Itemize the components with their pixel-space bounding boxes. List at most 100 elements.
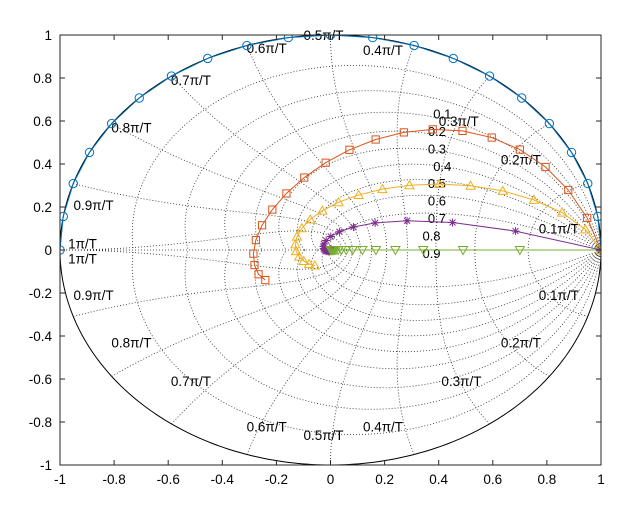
- series-1-point: [345, 145, 354, 154]
- series-0-point: [517, 93, 527, 103]
- wn-grid-line: [527, 183, 588, 251]
- series-0-point: [166, 71, 177, 81]
- series-2-point: [353, 189, 364, 199]
- zeta-label: 0.1: [433, 107, 451, 122]
- series-2-point: [298, 255, 310, 265]
- y-tick-label: -0.8: [29, 415, 52, 430]
- y-tick-label: -0.6: [29, 372, 52, 387]
- x-tick-label: 0.6: [483, 472, 502, 487]
- wn-label-lower: 0.6π/T: [247, 419, 287, 434]
- series-1-point: [487, 133, 496, 142]
- zeta-grid-line: [296, 163, 601, 251]
- y-tick-label: 1: [44, 28, 52, 43]
- series-2-point: [290, 245, 302, 256]
- y-tick-label: -1: [40, 458, 52, 473]
- series-4-point: [390, 246, 401, 256]
- y-tick-label: 0.4: [33, 157, 52, 172]
- series-2-point: [579, 223, 591, 234]
- zeta-grid-line: [311, 249, 601, 321]
- series-1-point: [300, 173, 309, 182]
- series-4-point: [347, 246, 359, 256]
- series-1-point: [583, 213, 592, 223]
- y-tick-label: -0.4: [29, 329, 53, 344]
- x-tick-label: -0.6: [157, 472, 180, 487]
- series-0-point: [134, 93, 144, 103]
- series-2-point: [304, 213, 316, 224]
- series-2-point: [309, 259, 321, 270]
- wn-grid-line: [396, 249, 415, 455]
- zeta-label: 0.2: [428, 124, 446, 139]
- wn-label-lower: 0.2π/T: [501, 335, 541, 350]
- wn-label-upper: 0.6π/T: [247, 41, 287, 56]
- wn-label-upper: 0.9π/T: [74, 198, 114, 213]
- series-1-point: [268, 205, 277, 214]
- series-0-point: [60, 211, 68, 222]
- wn-label-lower: 0.1π/T: [539, 288, 579, 303]
- series-4-point: [417, 246, 429, 256]
- x-tick-label: -1: [54, 472, 66, 487]
- series-3-point: [322, 236, 331, 245]
- series-2-point: [497, 185, 509, 195]
- wn-label-upper: 0.8π/T: [111, 120, 151, 135]
- y-tick-label: -0.2: [29, 286, 52, 301]
- zeta-label: 0.8: [422, 228, 440, 243]
- series-0-point: [202, 53, 213, 64]
- series-0-point: [68, 178, 78, 189]
- wn-grid-line: [435, 75, 490, 251]
- series-4-point: [357, 246, 368, 256]
- x-tick-label: 0.2: [375, 472, 394, 487]
- wn-grid-line: [396, 45, 415, 251]
- zeta-label: 0.4: [433, 159, 451, 174]
- series-0-point: [593, 211, 601, 222]
- wn-grid-line: [111, 123, 353, 251]
- series-3-point: [326, 232, 335, 241]
- series-4-point: [514, 246, 526, 256]
- wn-label-upper: 0.2π/T: [501, 153, 541, 168]
- zeta-grid-line: [328, 212, 601, 251]
- series-4-point: [325, 246, 337, 256]
- wn-grid-line: [246, 249, 372, 455]
- zeta-grid-line: [224, 111, 601, 251]
- zeta-grid-line: [328, 249, 601, 288]
- wn-label-upper: 0.3π/T: [439, 114, 479, 129]
- y-tick-label: 0.2: [33, 200, 52, 215]
- x-tick-label: -0.8: [102, 472, 125, 487]
- series-0-point: [242, 40, 252, 51]
- x-tick-label: -0.2: [265, 472, 288, 487]
- series-2-point: [296, 222, 308, 233]
- zeta-label: 0.9: [422, 246, 440, 261]
- series-1-point: [249, 249, 258, 258]
- x-tick-label: 0.4: [429, 472, 448, 487]
- series-0-point: [566, 147, 577, 158]
- x-tick-label: 1: [597, 472, 605, 487]
- y-tick-label: 0.8: [33, 71, 52, 86]
- series-0-point: [283, 35, 294, 43]
- zeta-label: 0.3: [428, 141, 446, 156]
- series-0-point: [106, 118, 117, 129]
- series-3-point: [320, 239, 329, 248]
- series-0-point: [484, 71, 495, 81]
- y-tick-label: 0: [44, 243, 52, 258]
- series-3-point: [349, 222, 358, 231]
- series-1-point: [254, 270, 263, 279]
- series-2-point: [291, 231, 303, 241]
- series-2-point: [556, 207, 568, 217]
- zeta-label: 0.7: [428, 211, 446, 226]
- series-2-point: [333, 196, 344, 207]
- series-1-point: [428, 125, 437, 134]
- series-2-point: [377, 183, 388, 194]
- wn-grid-line: [435, 249, 490, 425]
- axis-ticks: -1 -0.8 -0.6 -0.4 -0.2 0 0.2 0.4 0.6 0.8 1 1 0.8 0.6 0…: [29, 28, 605, 487]
- wn-label-upper: 0.1π/T: [539, 222, 579, 237]
- series-0-point: [409, 40, 419, 51]
- wn-grid-line: [527, 249, 588, 317]
- zeta-grid-line: [131, 249, 601, 435]
- series-3-point: [335, 227, 344, 236]
- series-1-point: [541, 162, 550, 172]
- wn-label-upper: 0.7π/T: [171, 73, 211, 88]
- series-1-point: [261, 276, 270, 285]
- series-1-point: [250, 260, 259, 270]
- series-1-point: [458, 126, 467, 135]
- zeta-grid-line: [311, 179, 601, 251]
